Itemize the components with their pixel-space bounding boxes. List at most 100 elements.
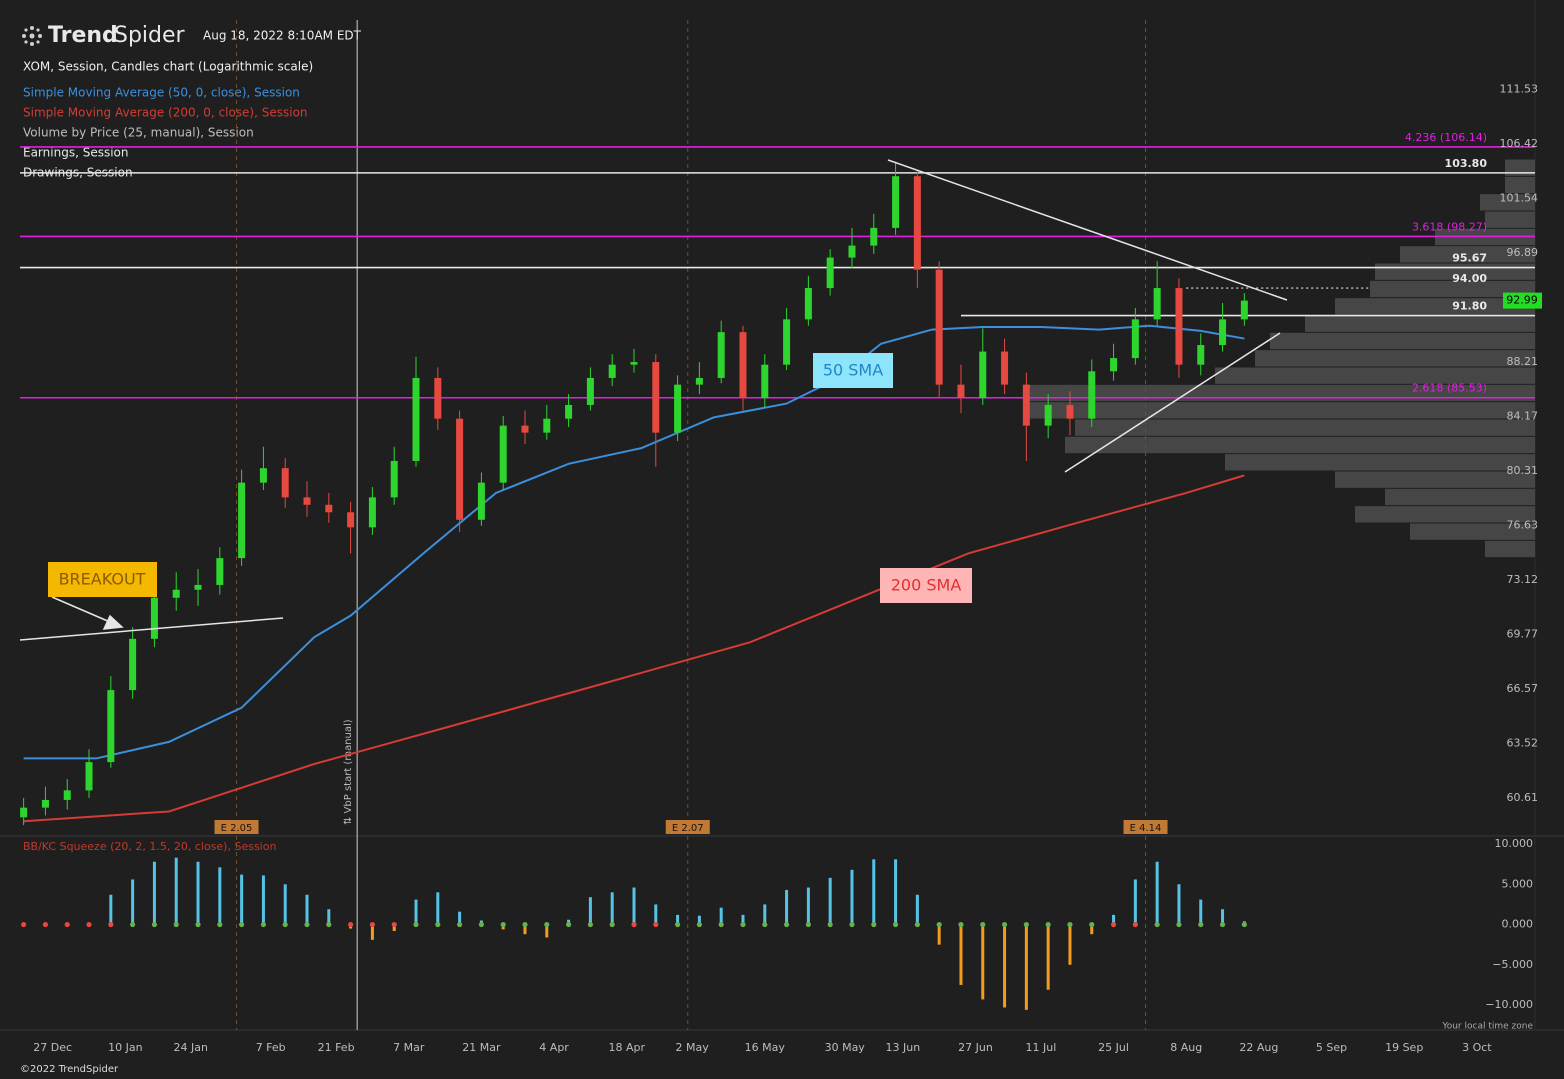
x-tick-label: 13 Jun (885, 1041, 920, 1054)
y-tick-label: 88.21 (1507, 355, 1539, 368)
brand-light: Spider (114, 23, 186, 48)
y-tick-label: 101.54 (1500, 191, 1539, 204)
squeeze-bar (654, 904, 658, 925)
squeeze-dot (239, 921, 245, 928)
annotation: 50 SMA (823, 361, 883, 380)
candle-body (194, 584, 202, 590)
earnings-box (214, 820, 259, 834)
x-tick-label: 24 Jan (174, 1041, 208, 1054)
candle-body (1131, 319, 1139, 359)
squeeze-bar (545, 924, 549, 938)
candle-body (259, 468, 267, 483)
squeeze-dot (1023, 921, 1029, 928)
squeeze-bar (632, 887, 636, 925)
candle-body (303, 497, 311, 505)
vbp-bar (1480, 194, 1535, 211)
candle-body (630, 362, 638, 365)
timestamp: Aug 18, 2022 8:10AM EDT (203, 29, 362, 43)
squeeze-bar (1068, 924, 1072, 965)
candle-body (281, 468, 289, 498)
y-tick-label: −10.000 (1485, 998, 1533, 1011)
y-tick-label: 10.000 (1495, 837, 1534, 850)
squeeze-dot (849, 921, 855, 928)
x-tick-label: 2 May (675, 1041, 709, 1054)
vbp-bar (1065, 436, 1535, 454)
x-tick-label: 21 Feb (318, 1041, 355, 1054)
vbp-bar (1075, 419, 1535, 436)
annotation-box (880, 568, 972, 603)
legend-entry: Earnings, Session (23, 146, 129, 160)
squeeze-bar (1090, 924, 1094, 935)
candle-body (652, 362, 660, 433)
squeeze-dot (1219, 921, 1226, 928)
candle-body (1088, 371, 1096, 419)
x-tick-label: 3 Oct (1462, 1041, 1492, 1054)
squeeze-dot (21, 921, 27, 928)
squeeze-dot (195, 921, 201, 928)
squeeze-dot (1110, 921, 1117, 928)
level-label: 94.00 (1452, 272, 1487, 285)
squeeze-dot (64, 921, 70, 928)
candle-body (1022, 384, 1030, 426)
candle-body (565, 404, 573, 419)
squeeze-bar (1221, 909, 1225, 925)
squeeze-bar (305, 894, 309, 925)
candle-body (979, 351, 987, 399)
candle-body (1001, 351, 1009, 385)
squeeze-dot (457, 921, 463, 928)
candle-body (434, 377, 442, 419)
candle-body (41, 799, 49, 808)
level-label: 3.618 (98.27) (1412, 220, 1487, 233)
x-tick-label: 19 Sep (1385, 1041, 1423, 1054)
squeeze-bar (1155, 861, 1159, 925)
squeeze-dot (326, 921, 332, 928)
annotation-box (48, 562, 157, 597)
candle-body (1175, 288, 1183, 365)
squeeze-dot (413, 921, 419, 928)
candle-body (477, 482, 485, 520)
vbp-bar (1505, 159, 1535, 176)
squeeze-bar (370, 924, 374, 940)
candle-body (1153, 288, 1161, 320)
candle-body (390, 460, 398, 498)
squeeze-dot (958, 921, 964, 928)
level-label: 2.618 (85.53) (1412, 382, 1487, 395)
vbp-bar (1485, 540, 1535, 558)
squeeze-bar (915, 894, 919, 925)
candle-body (826, 257, 834, 289)
squeeze-bar (828, 877, 832, 925)
drawings (19, 159, 1288, 641)
x-tick-label: 21 Mar (462, 1041, 501, 1054)
y-tick-label: 69.77 (1507, 627, 1539, 640)
squeeze-bar (283, 884, 287, 925)
squeeze-dot (1176, 921, 1182, 928)
level-label: 103.80 (1445, 157, 1488, 170)
squeeze-dot (827, 921, 833, 928)
candle-body (957, 384, 965, 399)
current-price-label: 92.99 (1506, 294, 1538, 307)
chart-title: XOM, Session, Candles chart (Logarithmic… (23, 60, 313, 74)
squeeze-dot (500, 921, 506, 928)
level-label: 95.67 (1452, 252, 1487, 265)
candle-body (586, 377, 594, 405)
squeeze-dot (609, 921, 615, 928)
candle-body (1066, 404, 1074, 419)
pane-title: BB/KC Squeeze (20, 2, 1.5, 20, close), S… (23, 840, 276, 853)
squeeze-dot (1241, 921, 1247, 928)
squeeze-dot (762, 921, 768, 928)
squeeze-dot (871, 921, 877, 928)
squeeze-bar (806, 887, 810, 925)
candle-body (783, 319, 791, 365)
squeeze-bar (261, 875, 265, 925)
squeeze-dot (151, 921, 158, 928)
squeeze-bar (414, 899, 418, 925)
squeeze-dot (260, 921, 267, 928)
squeeze-dot (1132, 921, 1138, 928)
squeeze-dot (653, 921, 659, 928)
squeeze-bar (174, 857, 178, 925)
squeeze-dot (631, 921, 637, 928)
squeeze-dot (783, 921, 790, 928)
y-tick-label: 80.31 (1507, 464, 1539, 477)
squeeze-dot (304, 921, 310, 928)
y-tick-label: 76.63 (1507, 518, 1539, 531)
